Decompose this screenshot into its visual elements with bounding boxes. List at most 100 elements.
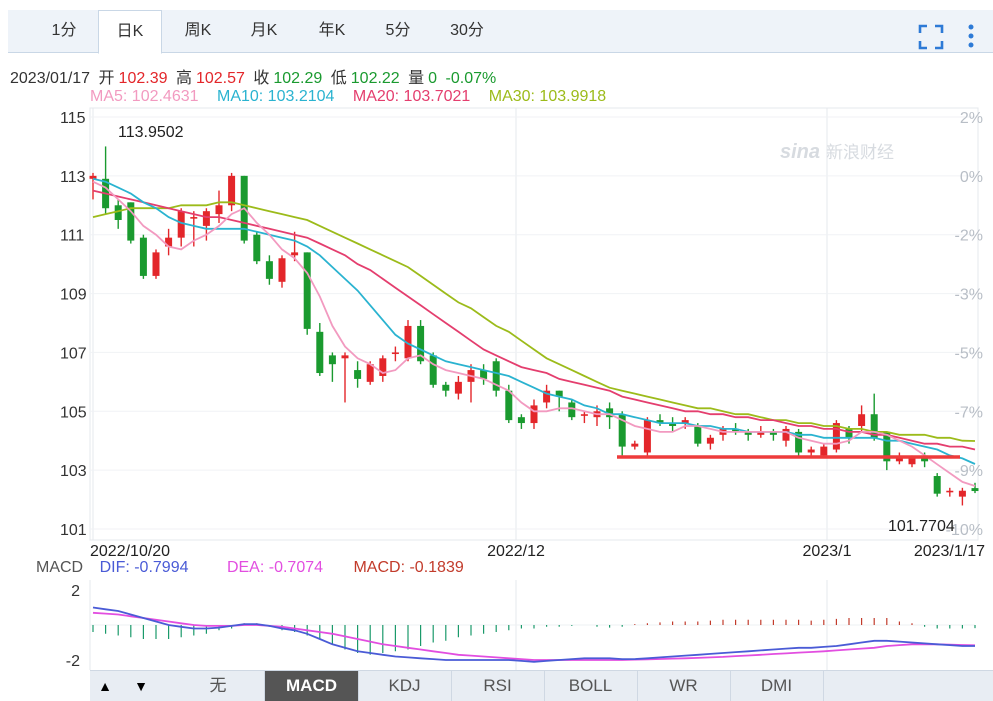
candle-body (391, 352, 399, 355)
candle-body (454, 381, 462, 394)
y-tick-label: 105 (60, 404, 87, 421)
ma30-legend: MA30: 103.9918 (488, 88, 607, 105)
y-tick-label: 109 (60, 287, 87, 304)
candle-body (820, 446, 828, 456)
candle-body (202, 211, 210, 226)
y-tick-percent-label: -10% (946, 522, 983, 539)
candle-body (492, 361, 500, 391)
tab-30min[interactable]: 30分 (450, 22, 484, 39)
candle-body (480, 370, 488, 379)
candle-body (543, 390, 551, 403)
tab-yearly-k[interactable]: 年K (318, 22, 346, 39)
tab-daily-k[interactable]: 日K (98, 10, 162, 54)
candle-body (580, 414, 588, 416)
candle-body (278, 258, 286, 282)
candle-body (190, 217, 198, 219)
candle-body (933, 476, 941, 494)
candle-body (895, 458, 903, 462)
candle-body (568, 402, 576, 418)
change-percent: -0.07% (445, 70, 497, 87)
candle-body (291, 252, 299, 256)
candle-body (858, 414, 866, 426)
tab-indicator-none[interactable]: 无 (172, 671, 265, 701)
candle-body (517, 417, 525, 424)
candlestick-chart[interactable]: 115 113 111 109 107 105 103 101 2% 0% -2% -3% -5% -7%… (0, 105, 993, 560)
macd-y-tick-label: -2 (66, 653, 80, 670)
macd-value-legend: MACD: -0.1839 (353, 559, 464, 576)
candle-body (442, 384, 450, 391)
more-menu-icon[interactable] (966, 24, 976, 55)
watermark-sina-logo: sina (780, 141, 820, 163)
candle-body (631, 443, 639, 447)
candle-body (618, 414, 626, 447)
ma5-line (92, 180, 976, 487)
y-tick-label: 111 (60, 228, 84, 245)
candle-body (669, 423, 677, 426)
fullscreen-icon[interactable] (918, 24, 944, 55)
tab-5min[interactable]: 5分 (385, 22, 411, 39)
candle-body (328, 355, 336, 365)
tab-indicator-boll[interactable]: BOLL (544, 671, 638, 701)
candle-body (757, 431, 765, 435)
candle-body (215, 205, 223, 215)
macd-chart[interactable]: 2 -2 (0, 580, 993, 670)
candle-body (769, 431, 777, 435)
scroll-down-icon[interactable]: ▼ (134, 678, 148, 694)
candle-body (744, 431, 752, 435)
candle-body (417, 325, 425, 362)
quote-info-line: 2023/01/17 开 102.39 高 102.57 收 102.29 低 102.… (10, 64, 500, 88)
volume-value: 0 (428, 70, 438, 87)
candle-body (908, 458, 916, 465)
quote-date: 2023/01/17 (10, 70, 91, 87)
candle-body (253, 234, 261, 262)
tab-indicator-dmi[interactable]: DMI (730, 671, 824, 701)
candle-body (404, 325, 412, 359)
candle-body (341, 355, 349, 359)
tab-1min[interactable]: 1分 (51, 22, 77, 39)
close-value: 102.29 (273, 70, 323, 87)
candle-body (795, 431, 803, 453)
y-tick-label: 115 (60, 110, 86, 127)
dea-legend: DEA: -0.7074 (226, 559, 324, 576)
close-label: 收 (253, 70, 270, 87)
max-price-label: 113.9502 (118, 124, 184, 141)
candle-body (354, 370, 362, 379)
candle-body (883, 431, 891, 462)
y-tick-percent-label: 2% (960, 110, 983, 127)
ma5-legend: MA5: 102.4631 (90, 88, 199, 105)
period-tab-bar: 1分 日K 周K 月K 年K 5分 30分 (8, 10, 993, 55)
tab-indicator-wr[interactable]: WR (637, 671, 731, 701)
candle-body (530, 405, 538, 424)
y-tick-percent-label: -5% (955, 345, 983, 362)
low-value: 102.22 (350, 70, 400, 87)
scroll-up-icon[interactable]: ▲ (98, 678, 112, 694)
open-value: 102.39 (118, 70, 168, 87)
tab-indicator-rsi[interactable]: RSI (451, 671, 545, 701)
tab-monthly-k[interactable]: 月K (250, 22, 278, 39)
tab-weekly-k[interactable]: 周K (184, 22, 212, 39)
candle-body (127, 202, 135, 241)
candle-body (379, 358, 387, 376)
watermark-text: 新浪财经 (826, 143, 894, 162)
macd-legend: MACD DIF: -0.7994 DEA: -0.7074 MACD: -0.… (36, 559, 476, 577)
candle-body (681, 420, 689, 424)
candle-body (643, 420, 651, 453)
candle-body (732, 428, 740, 432)
candle-body (606, 408, 614, 418)
y-tick-label: 113 (60, 169, 86, 186)
y-tick-label: 107 (60, 345, 87, 362)
candle-body (656, 420, 664, 424)
candle-body (152, 252, 160, 276)
dea-line (92, 611, 976, 661)
tab-indicator-macd[interactable]: MACD (265, 671, 359, 701)
candle-body (845, 428, 853, 438)
candle-body (971, 488, 979, 492)
y-tick-percent-label: -3% (955, 287, 983, 304)
candle-body (694, 426, 702, 444)
ma10-legend: MA10: 103.2104 (216, 88, 335, 105)
y-tick-percent-label: -9% (955, 463, 983, 480)
tab-indicator-kdj[interactable]: KDJ (358, 671, 452, 701)
open-label: 开 (98, 70, 115, 87)
candle-body (177, 211, 185, 238)
candle-body (555, 390, 563, 397)
